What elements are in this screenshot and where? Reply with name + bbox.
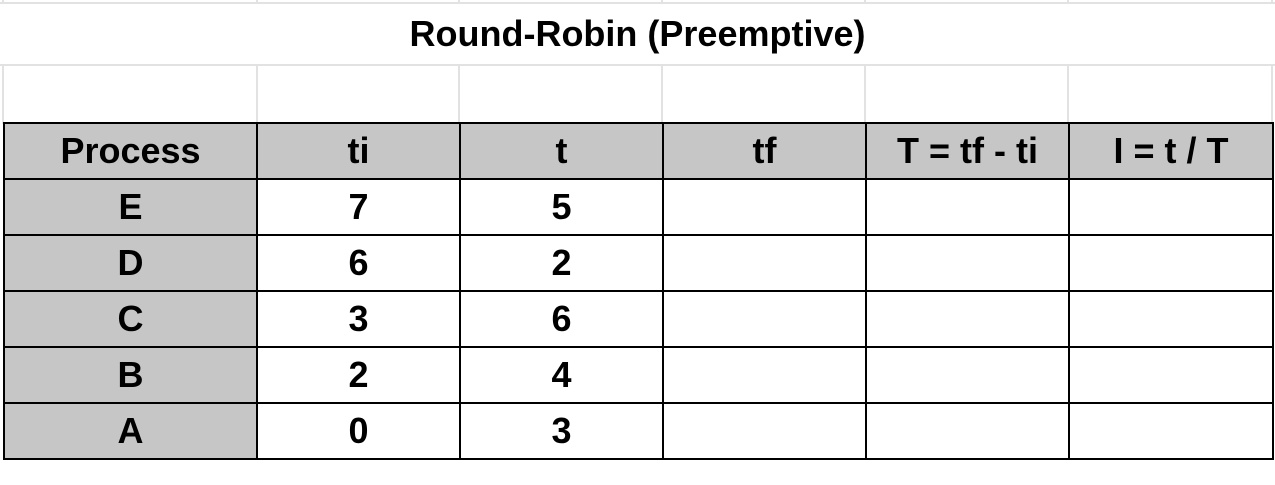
cell-index[interactable] [1068, 346, 1274, 404]
cell-turnaround[interactable] [865, 178, 1070, 236]
cell-turnaround[interactable] [865, 290, 1070, 348]
gridline [864, 64, 866, 124]
cell-index[interactable] [1068, 178, 1274, 236]
header-index[interactable]: I = t / T [1068, 122, 1274, 180]
cell-process[interactable]: D [3, 234, 258, 292]
gridline [0, 2, 1275, 4]
cell-tf[interactable] [662, 234, 867, 292]
cell-ti[interactable]: 2 [256, 346, 461, 404]
cell-turnaround[interactable] [865, 234, 1070, 292]
table-row: E 7 5 [3, 178, 1274, 236]
header-tf[interactable]: tf [662, 122, 867, 180]
header-t[interactable]: t [459, 122, 664, 180]
cell-ti[interactable]: 7 [256, 178, 461, 236]
cell-turnaround[interactable] [865, 346, 1070, 404]
cell-turnaround[interactable] [865, 402, 1070, 460]
process-table: Process ti t tf T = tf - ti I = t / T E … [3, 122, 1274, 460]
gridline [661, 64, 663, 124]
table-row: C 3 6 [3, 290, 1274, 348]
cell-ti[interactable]: 0 [256, 402, 461, 460]
cell-index[interactable] [1068, 290, 1274, 348]
cell-t[interactable]: 5 [459, 178, 664, 236]
cell-ti[interactable]: 6 [256, 234, 461, 292]
gridline [458, 64, 460, 124]
cell-t[interactable]: 3 [459, 402, 664, 460]
gridline [458, 0, 460, 4]
header-ti[interactable]: ti [256, 122, 461, 180]
table-row: D 6 2 [3, 234, 1274, 292]
cell-index[interactable] [1068, 402, 1274, 460]
cell-tf[interactable] [662, 290, 867, 348]
cell-process[interactable]: E [3, 178, 258, 236]
gridline [1067, 64, 1069, 124]
cell-tf[interactable] [662, 402, 867, 460]
header-turnaround[interactable]: T = tf - ti [865, 122, 1070, 180]
header-process[interactable]: Process [3, 122, 258, 180]
cell-process[interactable]: C [3, 290, 258, 348]
cell-process[interactable]: A [3, 402, 258, 460]
cell-t[interactable]: 4 [459, 346, 664, 404]
table-row: A 0 3 [3, 402, 1274, 460]
cell-tf[interactable] [662, 346, 867, 404]
gridline [1067, 0, 1069, 4]
cell-t[interactable]: 6 [459, 290, 664, 348]
sheet-title[interactable]: Round-Robin (Preemptive) [0, 4, 1275, 64]
cell-ti[interactable]: 3 [256, 290, 461, 348]
gridline [661, 0, 663, 4]
cell-t[interactable]: 2 [459, 234, 664, 292]
gridline [0, 64, 1275, 66]
cell-process[interactable]: B [3, 346, 258, 404]
gridline [256, 0, 258, 4]
gridline [864, 0, 866, 4]
table-row: B 2 4 [3, 346, 1274, 404]
cell-index[interactable] [1068, 234, 1274, 292]
gridline [256, 64, 258, 124]
cell-tf[interactable] [662, 178, 867, 236]
header-row: Process ti t tf T = tf - ti I = t / T [3, 122, 1274, 180]
